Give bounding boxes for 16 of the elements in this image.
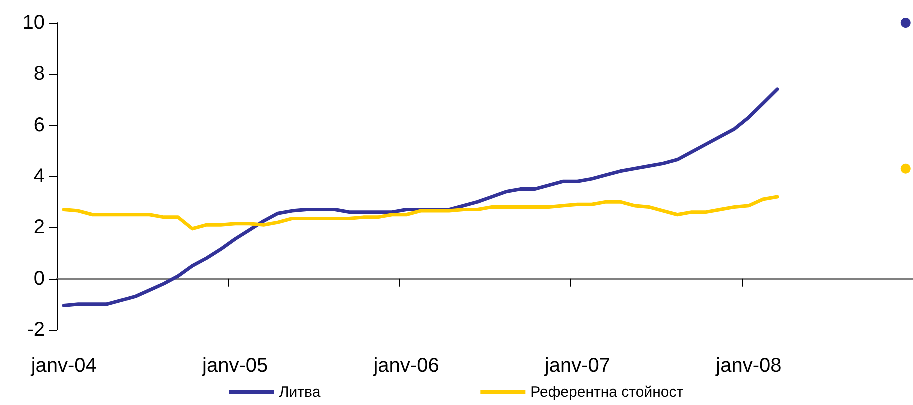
line-series: [62, 88, 780, 308]
y-tick-label: 2: [34, 216, 45, 239]
line-series: [62, 195, 780, 231]
x-tick-label: janv-05: [202, 355, 268, 377]
x-tick-label: janv-06: [372, 355, 440, 377]
y-tick-label: -2: [27, 319, 45, 341]
y-tick-label: 4: [34, 166, 45, 188]
legend-label: Референтна стойност: [530, 384, 684, 401]
y-tick-label: 10: [22, 12, 45, 34]
y-tick-label: 8: [34, 63, 45, 86]
x-tick-label: janv-08: [715, 355, 782, 377]
x-tick-label: janv-07: [544, 355, 611, 377]
legend-label: Литва: [279, 384, 322, 401]
x-tick-label: janv-04: [30, 355, 97, 377]
y-tick-label: 6: [34, 114, 45, 136]
y-tick-label: 0: [34, 268, 45, 290]
